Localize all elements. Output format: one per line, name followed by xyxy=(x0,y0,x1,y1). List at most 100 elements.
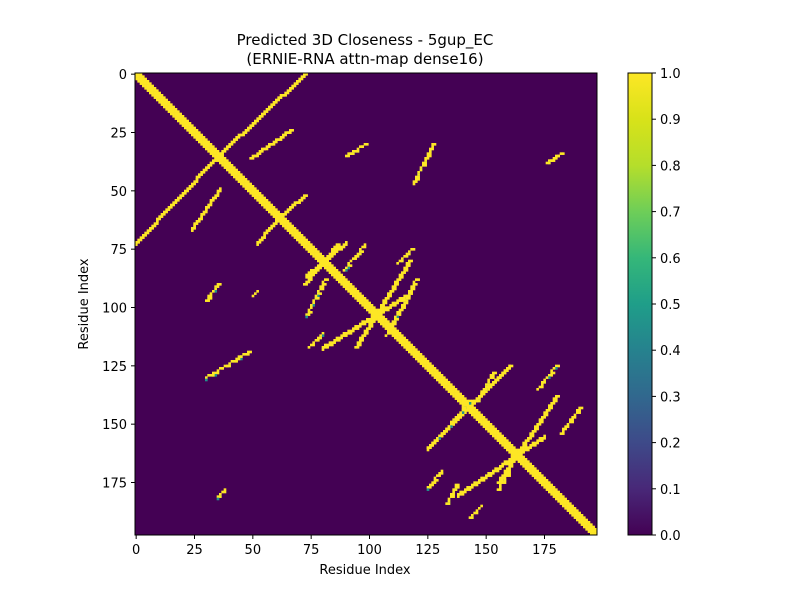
heatmap-cell xyxy=(534,425,537,428)
heatmap-cell xyxy=(174,112,178,116)
heatmap-cell xyxy=(529,434,532,438)
heatmap-cell xyxy=(543,486,546,489)
heatmap-cell xyxy=(181,194,185,197)
heatmap-cell xyxy=(314,248,318,251)
heatmap-cell xyxy=(179,194,182,197)
heatmap-cell xyxy=(419,360,423,363)
heatmap-cell xyxy=(415,348,418,351)
heatmap-cell xyxy=(440,472,444,475)
heatmap-cell xyxy=(151,91,154,95)
heatmap-cell xyxy=(592,528,595,531)
heatmap-cell xyxy=(146,231,150,235)
heatmap-cell xyxy=(300,241,304,244)
heatmap-cell xyxy=(424,157,427,160)
heatmap-cell xyxy=(216,154,220,158)
heatmap-cell xyxy=(359,292,362,295)
heatmap-cell xyxy=(461,409,465,412)
heatmap-cell xyxy=(335,276,339,279)
heatmap-cell xyxy=(562,495,565,498)
heatmap-cell xyxy=(326,269,329,272)
heatmap-cell xyxy=(310,278,313,281)
heatmap-cell xyxy=(195,131,199,134)
heatmap-cell xyxy=(587,525,591,529)
heatmap-cell xyxy=(244,353,248,356)
heatmap-cell xyxy=(503,439,507,442)
heatmap-cell xyxy=(424,362,427,365)
heatmap-cell xyxy=(412,280,416,284)
heatmap-cell xyxy=(573,507,577,510)
heatmap-cell xyxy=(352,285,355,288)
heatmap-cell xyxy=(431,371,434,375)
heatmap-cell xyxy=(405,294,409,298)
heatmap-cell xyxy=(321,255,325,258)
heatmap-cell xyxy=(382,325,385,328)
heatmap-cell xyxy=(384,301,388,305)
heatmap-cell xyxy=(375,308,378,312)
heatmap-cell xyxy=(478,411,481,414)
heatmap-cell xyxy=(387,332,390,335)
heatmap-cell xyxy=(265,110,269,113)
heatmap-cell xyxy=(396,334,399,337)
heatmap-cell xyxy=(277,217,280,221)
heatmap-cell xyxy=(452,392,455,396)
heatmap-cell xyxy=(424,161,427,165)
heatmap-cell xyxy=(142,80,145,83)
heatmap-cell xyxy=(170,206,173,209)
heatmap-cell xyxy=(251,187,255,190)
heatmap-cell xyxy=(468,409,472,412)
heatmap-cell xyxy=(279,215,283,218)
heatmap-cell xyxy=(433,371,437,375)
heatmap-cell xyxy=(179,196,182,200)
heatmap-cell xyxy=(573,509,577,512)
heatmap-cell xyxy=(440,381,444,384)
heatmap-cell xyxy=(317,292,320,295)
heatmap-cell xyxy=(254,122,257,125)
heatmap-cell xyxy=(559,497,563,501)
heatmap-cell xyxy=(349,152,353,155)
heatmap-cell xyxy=(270,143,273,146)
heatmap-cell xyxy=(149,84,152,88)
heatmap-cell xyxy=(536,441,539,445)
heatmap-cell xyxy=(534,467,537,470)
heatmap-cell xyxy=(293,234,297,237)
heatmap-cell xyxy=(307,245,311,249)
heatmap-cell xyxy=(522,446,525,449)
heatmap-cell xyxy=(408,292,411,295)
heatmap-cell xyxy=(524,444,528,447)
heatmap-cell xyxy=(569,420,572,424)
heatmap-cell xyxy=(403,269,406,272)
heatmap-cell xyxy=(527,437,530,440)
heatmap-cell xyxy=(172,105,175,109)
heatmap-cell xyxy=(387,308,390,312)
heatmap-cell xyxy=(431,369,434,372)
heatmap-cell xyxy=(508,462,511,466)
heatmap-cell xyxy=(284,91,287,95)
heatmap-cell xyxy=(191,182,194,186)
heatmap-cell xyxy=(550,374,553,377)
heatmap-cell xyxy=(186,119,189,123)
heatmap-cell xyxy=(564,427,567,431)
heatmap-cell xyxy=(382,301,385,305)
heatmap-cell xyxy=(193,133,196,137)
heatmap-cell xyxy=(307,248,311,251)
heatmap-cell xyxy=(254,154,257,158)
heatmap-cell xyxy=(312,341,315,344)
heatmap-cell xyxy=(345,269,348,272)
heatmap-cell xyxy=(289,89,292,92)
heatmap-cell xyxy=(142,75,145,78)
heatmap-cell xyxy=(501,371,504,375)
heatmap-cell xyxy=(345,332,348,335)
heatmap-cell xyxy=(205,210,208,214)
heatmap-cell xyxy=(335,271,339,274)
heatmap-cell xyxy=(550,486,553,489)
heatmap-cell xyxy=(394,318,397,321)
heatmap-cell xyxy=(536,472,539,475)
heatmap-cell xyxy=(293,201,297,204)
heatmap-cell xyxy=(230,140,234,144)
heatmap-cell xyxy=(258,152,262,155)
heatmap-cell xyxy=(382,318,385,321)
heatmap-cell xyxy=(394,327,397,330)
heatmap-cell xyxy=(398,313,402,316)
heatmap-cell xyxy=(545,161,549,165)
